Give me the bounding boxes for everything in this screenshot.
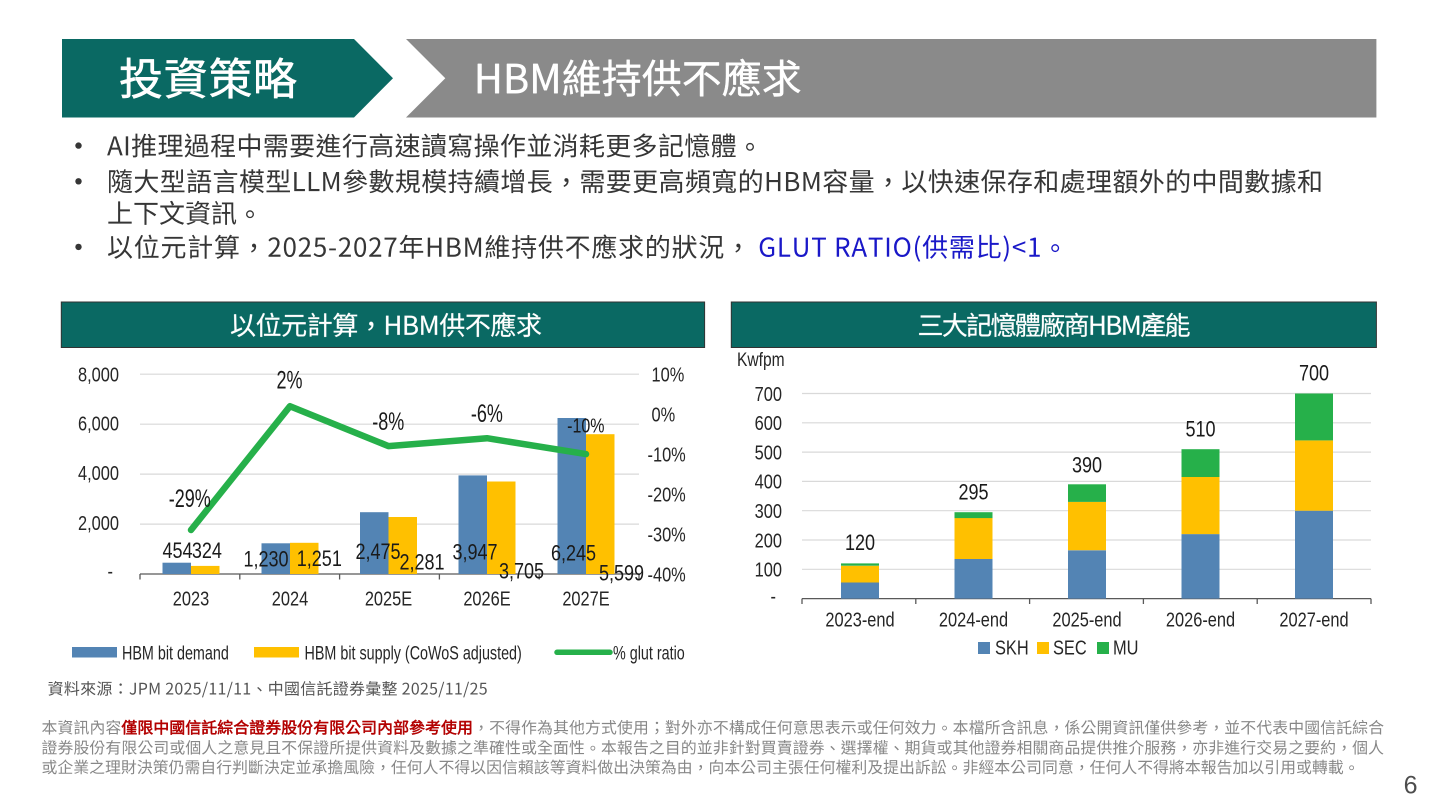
svg-text:10%: 10% [652, 363, 685, 386]
svg-text:6: 6 [1404, 772, 1418, 800]
svg-text:HBM bit demand: HBM bit demand [122, 642, 229, 663]
svg-text:2,281: 2,281 [399, 551, 444, 575]
svg-text:2023: 2023 [173, 587, 209, 610]
svg-text:200: 200 [755, 529, 782, 552]
svg-text:454: 454 [162, 539, 192, 563]
svg-text:390: 390 [1072, 454, 1102, 478]
svg-text:400: 400 [755, 470, 782, 493]
svg-text:-40%: -40% [648, 563, 686, 586]
svg-text:510: 510 [1185, 418, 1215, 442]
svg-text:SKH: SKH [995, 636, 1029, 659]
svg-text:295: 295 [958, 481, 988, 505]
svg-text:700: 700 [1299, 362, 1329, 386]
svg-text:-: - [771, 584, 776, 607]
svg-text:2%: 2% [276, 365, 302, 394]
svg-text:500: 500 [755, 441, 782, 464]
svg-text:6,245: 6,245 [551, 542, 596, 566]
svg-text:300: 300 [755, 499, 782, 522]
svg-text:2026-end: 2026-end [1166, 608, 1235, 631]
svg-text:4,000: 4,000 [78, 462, 119, 485]
svg-text:Kwfpm: Kwfpm [737, 349, 785, 371]
svg-text:6,000: 6,000 [78, 412, 119, 435]
svg-text:2027-end: 2027-end [1279, 608, 1348, 631]
svg-text:3,947: 3,947 [452, 541, 497, 565]
svg-text:2027E: 2027E [562, 587, 609, 610]
svg-text:-10%: -10% [648, 443, 686, 466]
svg-text:1,251: 1,251 [297, 547, 342, 571]
svg-text:-10%: -10% [567, 415, 604, 437]
svg-text:2024-end: 2024-end [939, 608, 1008, 631]
svg-text:600: 600 [755, 412, 782, 435]
svg-text:MU: MU [1113, 636, 1138, 659]
svg-text:1,230: 1,230 [243, 548, 288, 572]
svg-text:0%: 0% [652, 403, 676, 426]
svg-text:-30%: -30% [648, 523, 686, 546]
svg-text:8,000: 8,000 [78, 363, 119, 386]
svg-text:-29%: -29% [169, 484, 211, 513]
svg-text:2,475: 2,475 [355, 540, 400, 564]
svg-text:-: - [108, 559, 113, 582]
svg-text:2023-end: 2023-end [825, 608, 894, 631]
svg-text:2025-end: 2025-end [1052, 608, 1121, 631]
svg-text:-6%: -6% [471, 399, 503, 428]
svg-text:SEC: SEC [1053, 636, 1087, 659]
svg-text:100: 100 [755, 558, 782, 581]
svg-text:3,705: 3,705 [499, 560, 544, 584]
svg-text:-20%: -20% [648, 483, 686, 506]
svg-text:2026E: 2026E [463, 587, 510, 610]
svg-text:324: 324 [192, 539, 222, 563]
svg-text:5,599: 5,599 [599, 562, 644, 586]
svg-text:2025E: 2025E [365, 587, 412, 610]
svg-text:2024: 2024 [272, 587, 308, 610]
svg-text:700: 700 [755, 382, 782, 405]
svg-text:HBM bit supply (CoWoS adjusted: HBM bit supply (CoWoS adjusted) [305, 642, 522, 663]
svg-text:-8%: -8% [372, 407, 404, 436]
svg-text:120: 120 [845, 531, 875, 555]
svg-text:2,000: 2,000 [78, 511, 119, 534]
svg-text:% glut ratio: % glut ratio [613, 642, 685, 663]
